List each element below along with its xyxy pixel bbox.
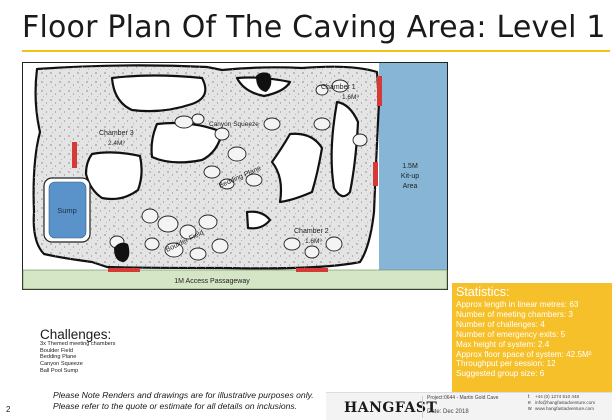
label-sump: Sump <box>57 206 77 215</box>
boulder <box>245 173 263 187</box>
boulder <box>211 238 229 254</box>
exit-marker <box>377 76 382 106</box>
cave-entrance-north <box>256 72 272 92</box>
stat-line: Approx length in linear metres: 63 <box>456 300 579 309</box>
inner-wall-center <box>270 132 324 204</box>
boulder <box>313 117 331 131</box>
web-text: www.hangfastadventure.com <box>535 406 594 411</box>
label-chamber3: Chamber 3 <box>99 130 134 137</box>
inner-wall-south <box>245 210 272 230</box>
access-passageway <box>22 269 448 290</box>
boulder <box>198 214 218 230</box>
label-chamber2: Chamber 2 <box>294 228 329 235</box>
project-date: Date: Dec 2018 <box>427 409 469 415</box>
stat-line: Number of meeting chambers: 3 <box>456 309 573 319</box>
disclaimer-note: Please Note Renders and drawings are for… <box>53 390 314 411</box>
label-kitup-area: Area <box>403 183 418 190</box>
challenge-item: Bedding Plane <box>40 354 77 361</box>
stat-line: Suggested group size: 6 <box>456 369 545 379</box>
label-kitup-size: 1.5M <box>402 163 418 170</box>
project-info: Project:0644 - Martin Gold Cave <box>427 395 499 401</box>
exit-marker <box>108 268 140 272</box>
kitup-area <box>379 63 447 270</box>
stat-line: Number of emergency exits: 5 <box>456 329 566 339</box>
boulder <box>179 224 197 240</box>
web-icon: w <box>528 406 532 412</box>
cave-entrance-south <box>114 242 130 262</box>
disclaimer-line: Please refer to the quote or estimate fo… <box>53 400 298 411</box>
footer-bar: HANGFAST Project:0644 - Martin Gold Cave… <box>326 392 612 420</box>
boulder <box>214 127 230 141</box>
inner-wall-west <box>84 151 143 201</box>
sump-pool <box>48 181 87 239</box>
boulder <box>325 236 343 252</box>
statistics-title: Statistics: <box>456 285 510 299</box>
boulder <box>157 215 179 233</box>
stat-line: Approx floor space of system: 42.5M² <box>456 349 592 359</box>
boulder <box>227 146 247 162</box>
label-passageway: 1M Access Passageway <box>174 278 250 285</box>
cave-outer-texture <box>33 65 379 269</box>
label-chamber3-size: 2.4M³ <box>108 140 125 147</box>
label-canyon: Canyon Squeeze <box>209 121 259 128</box>
label-kitup: Kit-up <box>401 173 419 180</box>
boulder <box>191 113 205 125</box>
stat-line: Number of challenges: 4 <box>456 319 545 329</box>
phone-text: +44 (0) 1274 510 448 <box>535 394 580 399</box>
challenge-item: Canyon Squeeze <box>40 361 83 368</box>
boulder <box>164 242 184 258</box>
contact-email[interactable]: e info@hangfastadventure.com <box>528 400 595 406</box>
boulder <box>141 208 159 224</box>
challenge-item: 3x Themed meeting chambers <box>40 341 116 347</box>
label-chamber2-size: 1.6M³ <box>305 238 322 245</box>
contact-phone: t +44 (0) 1274 510 448 <box>528 394 595 400</box>
challenge-item: Ball Pool Sump <box>40 367 79 374</box>
title-underline <box>22 50 610 52</box>
emergency-exits <box>72 76 382 272</box>
statistics-panel: Statistics: Approx length in linear metr… <box>452 283 612 401</box>
boulder <box>263 117 281 131</box>
page-title: Floor Plan Of The Caving Area: Level 1 <box>22 10 606 45</box>
stat-line: Throughput per session: 12 <box>456 359 556 369</box>
boulder <box>174 115 194 129</box>
disclaimer-line: Please Note Renders and drawings are for… <box>53 390 314 400</box>
boulder <box>144 237 160 251</box>
cave-system <box>32 64 381 270</box>
phone-icon: t <box>528 394 530 400</box>
inner-wall-core <box>150 121 224 164</box>
exit-marker <box>373 162 378 186</box>
page-number: 2 <box>6 405 11 414</box>
boulder <box>331 79 349 93</box>
email-icon: e <box>528 400 531 406</box>
label-chamber1-size: 1.6M³ <box>342 94 359 101</box>
boulder <box>203 165 221 179</box>
label-chamber1: Chamber 1 <box>321 84 356 91</box>
exit-marker <box>72 142 77 168</box>
email-text: info@hangfastadventure.com <box>535 400 596 405</box>
challenge-item: Boulder Field <box>40 347 73 354</box>
inner-wall-north <box>110 74 207 113</box>
boulder <box>189 247 207 261</box>
inner-wall-east <box>330 100 360 198</box>
stat-line: Max height of system: 2.4 <box>456 339 550 349</box>
footer-divider <box>422 396 423 418</box>
brand-logo: HANGFAST <box>344 400 438 416</box>
boulder <box>304 245 320 259</box>
contact-info: t +44 (0) 1274 510 448 e info@hangfastadve… <box>528 394 595 412</box>
boulder <box>219 178 235 190</box>
challenges-title: Challenges: <box>40 327 112 342</box>
floor-plan-map: Chamber 1 1.6M³ Chamber 3 2.4M³ Canyon S… <box>22 62 448 290</box>
boulder <box>283 237 301 251</box>
boulder <box>315 84 329 96</box>
challenges-list: Challenges: 3x Themed meeting chambers B… <box>40 328 115 375</box>
boulder <box>352 133 368 147</box>
exit-marker <box>296 268 328 272</box>
contact-web[interactable]: w www.hangfastadventure.com <box>528 406 595 412</box>
